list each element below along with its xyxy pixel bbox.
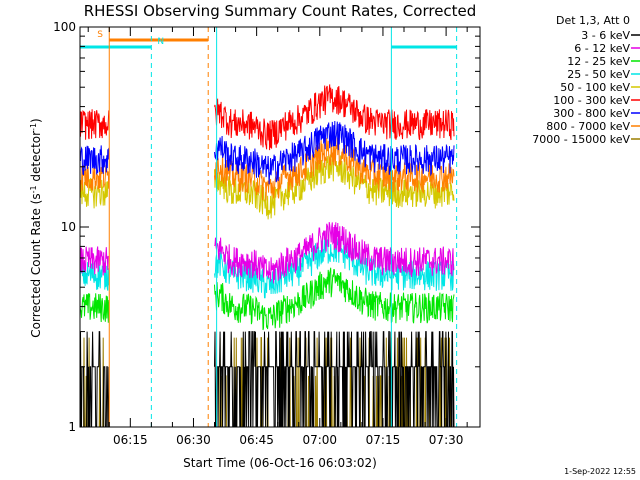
series-line-2-seg-0 <box>80 293 110 323</box>
legend-entry-7: 800 - 7000 keV <box>546 120 630 133</box>
legend-entry-4: 50 - 100 keV <box>560 81 630 94</box>
legend-entry-8: 7000 - 15000 keV <box>532 133 630 146</box>
series-line-1-seg-1 <box>214 222 455 284</box>
series-line-7-seg-0 <box>80 162 110 193</box>
flag-label-0: S <box>97 30 103 40</box>
series-layer <box>80 84 455 427</box>
series-line-0-seg-0 <box>80 331 110 427</box>
y-axis-label-prefix: Corrected Count Rate (s <box>29 193 43 337</box>
legend-entry-2: 12 - 25 keV <box>567 55 630 68</box>
legend-entry-6: 300 - 800 keV <box>553 107 630 120</box>
x-axis: 06:15 06:30 06:45 07:00 07:15 07:30 <box>87 27 468 447</box>
series-line-5-seg-1 <box>214 84 455 151</box>
y-axis-label-suffix: ) <box>29 118 43 123</box>
x-tick-label-5: 07:30 <box>429 433 464 447</box>
legend-header: Det 1,3, Att 0 <box>556 14 630 27</box>
series-line-2-seg-1 <box>214 267 455 331</box>
series-line-5-seg-0 <box>80 109 110 140</box>
legend-entry-1: 6 - 12 keV <box>574 42 630 55</box>
x-tick-label-1: 06:30 <box>176 433 211 447</box>
y-axis-label-sup-2: -1 <box>29 123 38 131</box>
flag-layer: SN <box>80 30 457 49</box>
series-line-4-seg-0 <box>80 177 110 209</box>
y-axis-label-sup-1: -1 <box>29 185 38 193</box>
y-tick-label-0: 1 <box>68 420 76 434</box>
y-tick-label-2: 100 <box>53 20 76 34</box>
timestamp: 1-Sep-2022 12:55 <box>564 467 636 476</box>
vline-layer <box>108 27 458 427</box>
y-tick-label-1: 10 <box>61 220 76 234</box>
x-tick-label-3: 07:00 <box>302 433 337 447</box>
x-tick-label-0: 06:15 <box>113 433 148 447</box>
y-axis-label-mid: detector <box>29 131 43 186</box>
y-axis-label: Corrected Count Rate (s-1 detector-1) <box>29 118 44 337</box>
y-axis: 1 10 100 <box>53 20 480 434</box>
x-axis-label: Start Time (06-Oct-16 06:03:02) <box>183 456 377 470</box>
series-line-0-seg-1 <box>214 331 455 427</box>
legend-entry-0: 3 - 6 keV <box>581 29 630 42</box>
series-line-6-seg-0 <box>80 145 110 176</box>
legend-entry-3: 25 - 50 keV <box>567 68 630 81</box>
series-line-6-seg-1 <box>214 120 455 185</box>
chart-title: RHESSI Observing Summary Count Rates, Co… <box>84 2 477 20</box>
x-tick-label-2: 06:45 <box>239 433 274 447</box>
legend-entry-5: 100 - 300 keV <box>553 94 630 107</box>
series-line-1-seg-0 <box>80 246 110 276</box>
x-tick-label-4: 07:15 <box>366 433 401 447</box>
flag-label-1: N <box>157 37 164 47</box>
